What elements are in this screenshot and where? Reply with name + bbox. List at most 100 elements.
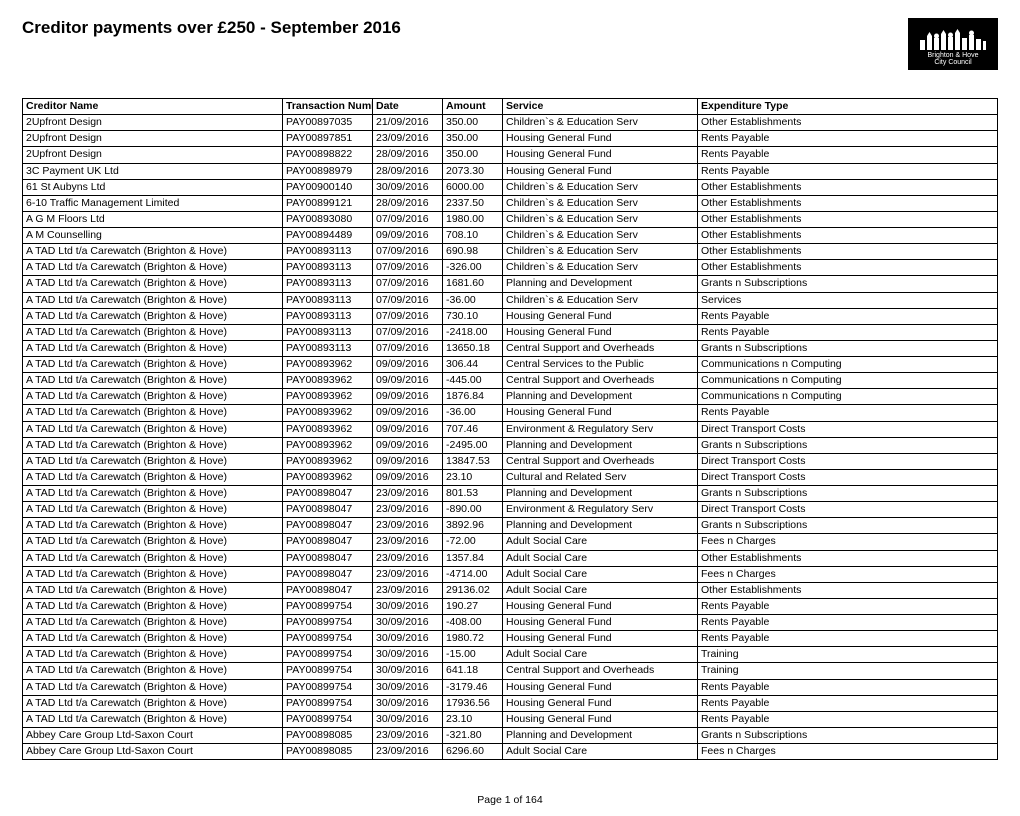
table-row: A TAD Ltd t/a Carewatch (Brighton & Hove… — [23, 695, 998, 711]
table-cell: 30/09/2016 — [373, 695, 443, 711]
table-cell: Fees n Charges — [698, 566, 998, 582]
table-cell: Adult Social Care — [503, 582, 698, 598]
table-cell: -890.00 — [443, 502, 503, 518]
table-cell: Communications n Computing — [698, 389, 998, 405]
table-cell: A TAD Ltd t/a Carewatch (Brighton & Hove… — [23, 582, 283, 598]
table-cell: PAY00897035 — [283, 115, 373, 131]
table-cell: 07/09/2016 — [373, 308, 443, 324]
table-cell: 6000.00 — [443, 179, 503, 195]
table-cell: Communications n Computing — [698, 357, 998, 373]
table-cell: PAY00893113 — [283, 260, 373, 276]
table-cell: 17936.56 — [443, 695, 503, 711]
table-cell: -72.00 — [443, 534, 503, 550]
table-cell: Direct Transport Costs — [698, 453, 998, 469]
table-cell: 30/09/2016 — [373, 179, 443, 195]
table-cell: Rents Payable — [698, 405, 998, 421]
table-cell: PAY00899121 — [283, 195, 373, 211]
table-cell: PAY00893962 — [283, 357, 373, 373]
table-cell: 2Upfront Design — [23, 115, 283, 131]
table-row: A TAD Ltd t/a Carewatch (Brighton & Hove… — [23, 518, 998, 534]
table-cell: Children`s & Education Serv — [503, 260, 698, 276]
table-cell: 30/09/2016 — [373, 598, 443, 614]
table-cell: A TAD Ltd t/a Carewatch (Brighton & Hove… — [23, 502, 283, 518]
table-cell: Other Establishments — [698, 228, 998, 244]
table-row: 6-10 Traffic Management LimitedPAY008991… — [23, 195, 998, 211]
table-cell: A TAD Ltd t/a Carewatch (Brighton & Hove… — [23, 550, 283, 566]
table-row: A TAD Ltd t/a Carewatch (Brighton & Hove… — [23, 421, 998, 437]
table-cell: Adult Social Care — [503, 744, 698, 760]
table-cell: -36.00 — [443, 292, 503, 308]
table-cell: A TAD Ltd t/a Carewatch (Brighton & Hove… — [23, 405, 283, 421]
table-cell: PAY00893113 — [283, 244, 373, 260]
table-cell: 708.10 — [443, 228, 503, 244]
table-cell: 28/09/2016 — [373, 163, 443, 179]
table-cell: 190.27 — [443, 598, 503, 614]
table-cell: Planning and Development — [503, 437, 698, 453]
table-cell: A TAD Ltd t/a Carewatch (Brighton & Hove… — [23, 292, 283, 308]
table-row: A TAD Ltd t/a Carewatch (Brighton & Hove… — [23, 260, 998, 276]
table-cell: Housing General Fund — [503, 598, 698, 614]
table-cell: Training — [698, 663, 998, 679]
table-cell: -15.00 — [443, 647, 503, 663]
col-date: Date — [373, 99, 443, 115]
table-cell: Planning and Development — [503, 389, 698, 405]
table-row: A TAD Ltd t/a Carewatch (Brighton & Hove… — [23, 615, 998, 631]
table-cell: Central Support and Overheads — [503, 453, 698, 469]
table-cell: 09/09/2016 — [373, 421, 443, 437]
table-row: A TAD Ltd t/a Carewatch (Brighton & Hove… — [23, 647, 998, 663]
table-cell: 07/09/2016 — [373, 260, 443, 276]
table-cell: Rents Payable — [698, 131, 998, 147]
table-cell: Direct Transport Costs — [698, 469, 998, 485]
table-cell: A TAD Ltd t/a Carewatch (Brighton & Hove… — [23, 453, 283, 469]
table-cell: Fees n Charges — [698, 744, 998, 760]
table-row: A TAD Ltd t/a Carewatch (Brighton & Hove… — [23, 663, 998, 679]
table-cell: 23/09/2016 — [373, 534, 443, 550]
table-cell: A TAD Ltd t/a Carewatch (Brighton & Hove… — [23, 244, 283, 260]
table-row: A TAD Ltd t/a Carewatch (Brighton & Hove… — [23, 453, 998, 469]
table-cell: PAY00898085 — [283, 744, 373, 760]
table-cell: -36.00 — [443, 405, 503, 421]
table-cell: PAY00899754 — [283, 695, 373, 711]
table-row: A TAD Ltd t/a Carewatch (Brighton & Hove… — [23, 244, 998, 260]
table-cell: Grants n Subscriptions — [698, 518, 998, 534]
table-cell: PAY00893113 — [283, 276, 373, 292]
table-cell: -326.00 — [443, 260, 503, 276]
table-cell: Grants n Subscriptions — [698, 486, 998, 502]
table-cell: 3892.96 — [443, 518, 503, 534]
table-cell: -321.80 — [443, 727, 503, 743]
table-row: A TAD Ltd t/a Carewatch (Brighton & Hove… — [23, 389, 998, 405]
table-cell: PAY00894489 — [283, 228, 373, 244]
table-cell: 09/09/2016 — [373, 453, 443, 469]
table-cell: PAY00893962 — [283, 373, 373, 389]
table-cell: Housing General Fund — [503, 695, 698, 711]
table-cell: Housing General Fund — [503, 679, 698, 695]
table-cell: PAY00899754 — [283, 631, 373, 647]
table-row: A TAD Ltd t/a Carewatch (Brighton & Hove… — [23, 502, 998, 518]
table-cell: Abbey Care Group Ltd-Saxon Court — [23, 727, 283, 743]
table-cell: Adult Social Care — [503, 534, 698, 550]
table-cell: 30/09/2016 — [373, 679, 443, 695]
table-cell: Housing General Fund — [503, 308, 698, 324]
table-cell: Central Support and Overheads — [503, 373, 698, 389]
table-cell: PAY00899754 — [283, 663, 373, 679]
table-cell: 1980.00 — [443, 211, 503, 227]
table-row: A TAD Ltd t/a Carewatch (Brighton & Hove… — [23, 373, 998, 389]
table-cell: A TAD Ltd t/a Carewatch (Brighton & Hove… — [23, 615, 283, 631]
table-cell: A TAD Ltd t/a Carewatch (Brighton & Hove… — [23, 469, 283, 485]
table-cell: -3179.46 — [443, 679, 503, 695]
table-cell: 707.46 — [443, 421, 503, 437]
table-cell: 30/09/2016 — [373, 647, 443, 663]
table-cell: PAY00897851 — [283, 131, 373, 147]
table-cell: 350.00 — [443, 131, 503, 147]
logo-text-2: City Council — [934, 59, 971, 67]
table-cell: 641.18 — [443, 663, 503, 679]
table-row: A TAD Ltd t/a Carewatch (Brighton & Hove… — [23, 534, 998, 550]
table-cell: Children`s & Education Serv — [503, 115, 698, 131]
table-cell: Rents Payable — [698, 631, 998, 647]
table-cell: PAY00898085 — [283, 727, 373, 743]
table-cell: -4714.00 — [443, 566, 503, 582]
table-cell: 09/09/2016 — [373, 389, 443, 405]
table-cell: 30/09/2016 — [373, 631, 443, 647]
table-cell: A TAD Ltd t/a Carewatch (Brighton & Hove… — [23, 389, 283, 405]
table-row: A TAD Ltd t/a Carewatch (Brighton & Hove… — [23, 324, 998, 340]
